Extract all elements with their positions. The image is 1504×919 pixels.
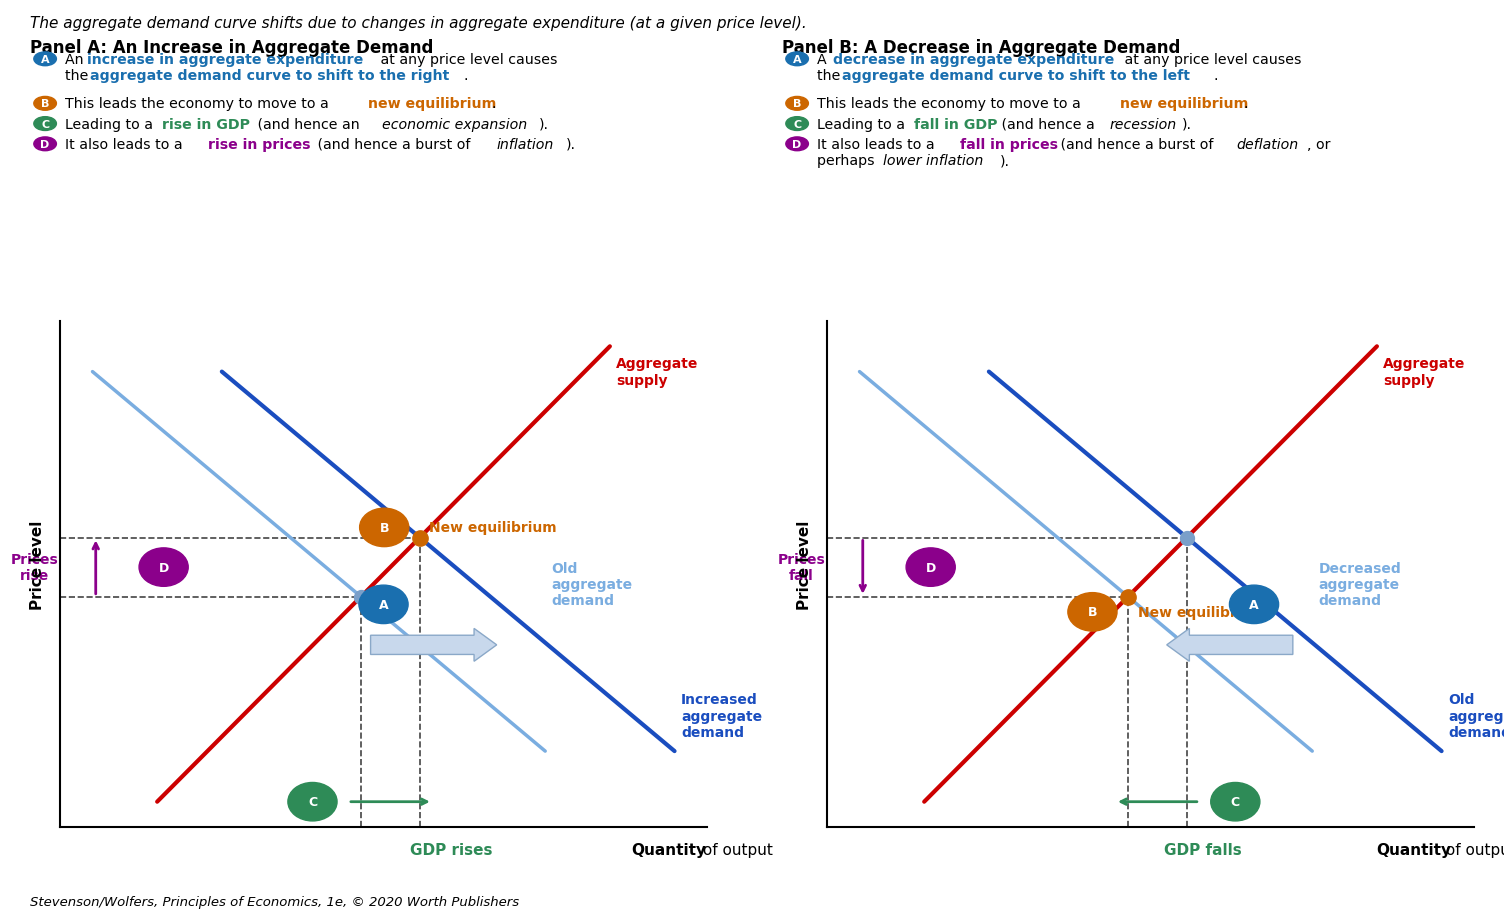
- Text: GDP rises: GDP rises: [411, 843, 492, 857]
- Text: lower inflation: lower inflation: [883, 154, 984, 168]
- Text: economic expansion: economic expansion: [382, 118, 528, 131]
- Text: This leads the economy to move to a: This leads the economy to move to a: [65, 97, 332, 111]
- Text: .: .: [492, 97, 496, 111]
- Text: ).: ).: [566, 138, 576, 152]
- Text: , or: , or: [1307, 138, 1331, 152]
- Text: new equilibrium: new equilibrium: [368, 97, 496, 111]
- Text: B: B: [1087, 606, 1098, 618]
- Text: A: A: [793, 55, 802, 64]
- Text: of output: of output: [1441, 843, 1504, 857]
- Text: GDP falls: GDP falls: [1164, 843, 1242, 857]
- FancyArrow shape: [1167, 629, 1293, 662]
- Text: C: C: [1230, 795, 1239, 809]
- Text: the: the: [817, 69, 845, 84]
- Text: new equilibrium: new equilibrium: [1120, 97, 1248, 111]
- Text: fall in GDP: fall in GDP: [914, 118, 999, 131]
- Text: New equilibrium: New equilibrium: [1137, 606, 1265, 619]
- Text: Prices
rise: Prices rise: [11, 552, 59, 583]
- Text: C: C: [793, 119, 802, 130]
- Text: Decreased
aggregate
demand: Decreased aggregate demand: [1319, 562, 1402, 607]
- Text: Leading to a: Leading to a: [817, 118, 910, 131]
- Text: Stevenson/Wolfers, Principles of Economics, 1e, © 2020 Worth Publishers: Stevenson/Wolfers, Principles of Economi…: [30, 895, 519, 908]
- Text: Old
aggregate
demand: Old aggregate demand: [1448, 693, 1504, 739]
- Circle shape: [1068, 593, 1117, 631]
- Circle shape: [359, 508, 409, 547]
- Text: ).: ).: [1000, 154, 1011, 168]
- Text: D: D: [793, 140, 802, 150]
- Text: decrease in aggregate expenditure: decrease in aggregate expenditure: [833, 52, 1114, 67]
- Text: Price level: Price level: [30, 520, 45, 610]
- FancyArrow shape: [370, 629, 496, 662]
- Text: D: D: [925, 561, 935, 574]
- Text: A: A: [379, 598, 388, 611]
- Text: A: A: [1250, 598, 1259, 611]
- Circle shape: [287, 783, 337, 821]
- Text: (and hence a burst of: (and hence a burst of: [313, 138, 475, 152]
- Text: rise in prices: rise in prices: [208, 138, 310, 152]
- Text: C: C: [41, 119, 50, 130]
- Text: ).: ).: [538, 118, 549, 131]
- Text: aggregate demand curve to shift to the left: aggregate demand curve to shift to the l…: [842, 69, 1190, 84]
- Circle shape: [138, 549, 188, 586]
- Text: D: D: [41, 140, 50, 150]
- Text: Prices
fall: Prices fall: [778, 552, 826, 583]
- Text: A: A: [817, 52, 830, 67]
- Text: rise in GDP: rise in GDP: [162, 118, 251, 131]
- Text: (and hence a: (and hence a: [997, 118, 1099, 131]
- Text: Aggregate
supply: Aggregate supply: [617, 357, 699, 387]
- Text: the: the: [65, 69, 93, 84]
- Text: C: C: [308, 795, 317, 809]
- Text: Quantity: Quantity: [632, 843, 707, 857]
- Text: fall in prices: fall in prices: [960, 138, 1057, 152]
- Text: ).: ).: [1182, 118, 1193, 131]
- Text: B: B: [41, 99, 50, 109]
- Text: Panel A: An Increase in Aggregate Demand: Panel A: An Increase in Aggregate Demand: [30, 39, 433, 57]
- Text: A: A: [41, 55, 50, 64]
- Text: Aggregate
supply: Aggregate supply: [1384, 357, 1466, 387]
- Text: of output: of output: [698, 843, 773, 857]
- Text: Increased
aggregate
demand: Increased aggregate demand: [681, 693, 763, 739]
- Circle shape: [359, 585, 408, 624]
- Text: Panel B: A Decrease in Aggregate Demand: Panel B: A Decrease in Aggregate Demand: [782, 39, 1181, 57]
- Text: increase in aggregate expenditure: increase in aggregate expenditure: [87, 52, 364, 67]
- Text: (and hence an: (and hence an: [253, 118, 364, 131]
- Text: recession: recession: [1110, 118, 1178, 131]
- Text: Price level: Price level: [797, 520, 812, 610]
- Text: Quantity: Quantity: [1376, 843, 1451, 857]
- Text: perhaps: perhaps: [817, 154, 878, 168]
- Circle shape: [1211, 783, 1260, 821]
- Text: inflation: inflation: [496, 138, 553, 152]
- Text: deflation: deflation: [1236, 138, 1298, 152]
- Text: .: .: [1214, 69, 1218, 84]
- Text: aggregate demand curve to shift to the right: aggregate demand curve to shift to the r…: [90, 69, 450, 84]
- Circle shape: [1229, 585, 1278, 624]
- Text: It also leads to a: It also leads to a: [65, 138, 186, 152]
- Text: Old
aggregate
demand: Old aggregate demand: [552, 562, 633, 607]
- Text: B: B: [379, 521, 390, 534]
- Text: D: D: [158, 561, 168, 574]
- Text: .: .: [1244, 97, 1248, 111]
- Text: The aggregate demand curve shifts due to changes in aggregate expenditure (at a : The aggregate demand curve shifts due to…: [30, 16, 806, 30]
- Text: at any price level causes: at any price level causes: [376, 52, 558, 67]
- Text: (and hence a burst of: (and hence a burst of: [1056, 138, 1218, 152]
- Text: B: B: [793, 99, 802, 109]
- Text: New equilibrium: New equilibrium: [430, 521, 556, 535]
- Circle shape: [905, 549, 955, 586]
- Text: An: An: [65, 52, 87, 67]
- Text: .: .: [463, 69, 468, 84]
- Text: at any price level causes: at any price level causes: [1120, 52, 1302, 67]
- Text: Leading to a: Leading to a: [65, 118, 158, 131]
- Text: This leads the economy to move to a: This leads the economy to move to a: [817, 97, 1084, 111]
- Text: It also leads to a: It also leads to a: [817, 138, 938, 152]
